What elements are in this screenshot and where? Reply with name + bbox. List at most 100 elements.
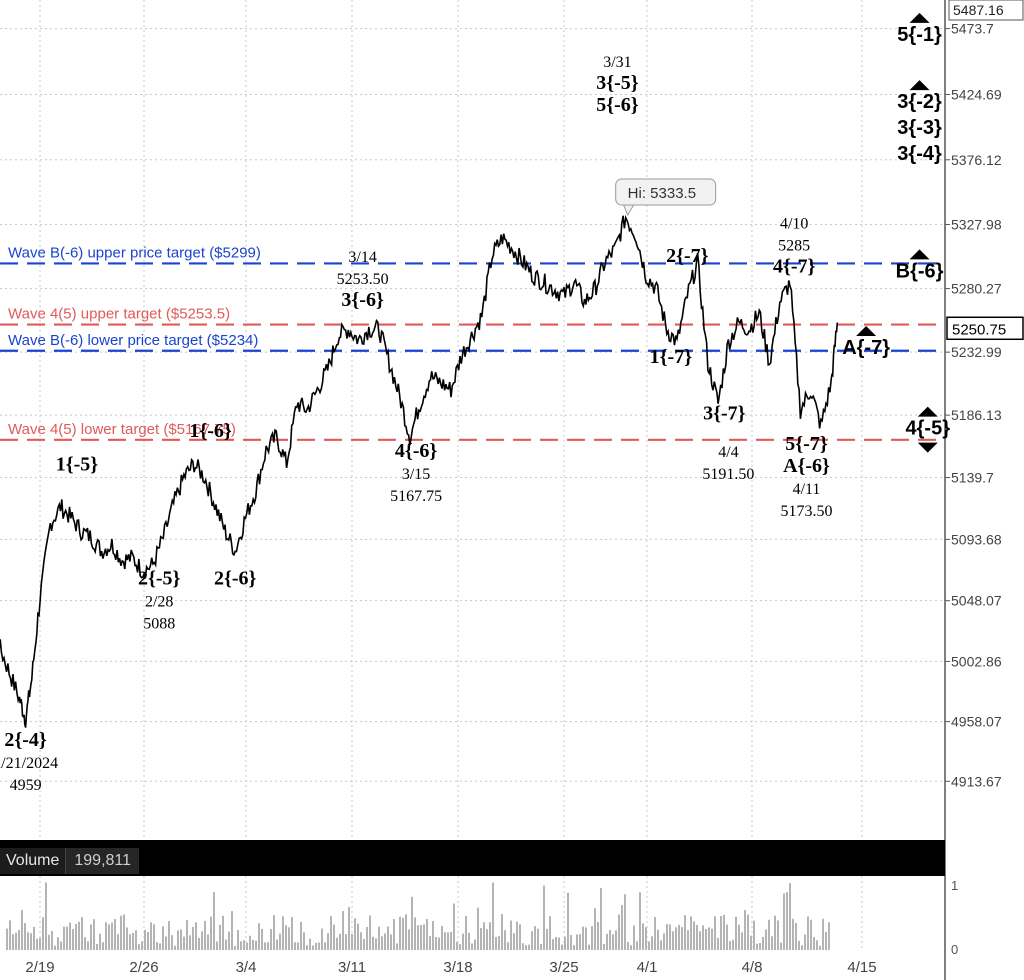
marker-5-1-label: 5{-1} xyxy=(897,24,942,46)
wave-3-6-line: 3/14 xyxy=(348,249,376,266)
volume-bar xyxy=(597,922,599,950)
time-axis[interactable] xyxy=(0,950,1024,980)
volume-bar xyxy=(315,942,317,950)
volume-panel[interactable] xyxy=(0,876,945,950)
volume-bar xyxy=(51,930,53,950)
volume-bar xyxy=(222,915,224,950)
volume-bar xyxy=(762,937,764,950)
volume-bar xyxy=(342,911,344,950)
volume-bar xyxy=(573,945,575,950)
volume-bar xyxy=(456,941,458,950)
wave-2-7: 2{-7} xyxy=(666,245,709,267)
volume-bar xyxy=(510,920,512,950)
volume-bar xyxy=(450,931,452,950)
wave-5-7-line: 5173.50 xyxy=(781,503,833,520)
volume-bar xyxy=(183,936,185,950)
volume-bar xyxy=(783,893,785,950)
volume-bar xyxy=(633,925,635,950)
volume-bar xyxy=(108,924,110,950)
volume-bar xyxy=(411,896,413,950)
volume-bar xyxy=(747,914,749,950)
x-tick-label: 4/8 xyxy=(742,959,763,976)
volume-bar xyxy=(690,916,692,950)
volume-bar xyxy=(603,943,605,950)
volume-bar xyxy=(150,922,152,950)
volume-bar xyxy=(480,928,482,950)
volume-bar xyxy=(423,924,425,950)
volume-bar xyxy=(765,929,767,950)
price-panel[interactable] xyxy=(0,0,945,840)
volume-bar xyxy=(660,940,662,950)
x-tick-label: 2/19 xyxy=(25,959,54,976)
volume-bar xyxy=(354,918,356,950)
volume-bar xyxy=(111,922,113,950)
volume-bar xyxy=(804,934,806,950)
marker-b-6: B{-6} xyxy=(896,249,944,282)
volume-bar xyxy=(705,929,707,950)
volume-bar xyxy=(123,914,125,950)
volume-bar xyxy=(66,926,68,950)
volume-bar xyxy=(102,942,104,950)
wave-5-7-line: 4/11 xyxy=(793,481,821,498)
date-4-4-line: 4/4 xyxy=(718,444,738,461)
volume-bar xyxy=(162,926,164,950)
volume-bar xyxy=(72,929,74,950)
volume-bar xyxy=(471,943,473,950)
volume-bar xyxy=(321,928,323,950)
wave-45-lower-label: Wave 4(5) lower target ($5167.75) xyxy=(8,421,236,438)
wave-3-5-line: 3/31 xyxy=(603,54,631,71)
volume-bar xyxy=(618,914,620,950)
volume-bar xyxy=(219,924,221,950)
volume-bar xyxy=(441,926,443,950)
marker-5-1-up-arrow xyxy=(909,12,930,23)
volume-bar xyxy=(210,916,212,950)
wave-2-5: 2{-5} 2/28 5088 xyxy=(138,568,181,633)
volume-bar xyxy=(294,942,296,950)
wave-5-7-line: 5{-7} xyxy=(785,433,828,455)
volume-bar xyxy=(813,937,815,950)
volume-bar xyxy=(684,915,686,950)
volume-bar xyxy=(678,924,680,950)
panel-separator xyxy=(0,840,945,876)
volume-bar xyxy=(339,933,341,950)
volume-bar xyxy=(693,921,695,950)
volume-bar xyxy=(177,930,179,950)
wave-4-7-line: 4/10 xyxy=(780,215,808,232)
volume-bar xyxy=(240,941,242,950)
price-series xyxy=(0,214,839,728)
marker-3-2-label: 3{-4} xyxy=(897,143,942,165)
volume-bar xyxy=(333,924,335,950)
volume-bar xyxy=(444,932,446,950)
y-tick-label: 5327.98 xyxy=(951,216,1002,232)
volume-bar xyxy=(528,944,530,950)
wave-4-7-line: 4{-7} xyxy=(773,255,816,277)
volume-bar xyxy=(132,932,134,950)
volume-bar xyxy=(780,942,782,950)
volume-bar xyxy=(711,928,713,950)
wave-2-6: 2{-6} xyxy=(214,568,257,590)
volume-bar xyxy=(207,934,209,950)
hi-callout-label: Hi: 5333.5 xyxy=(628,185,696,202)
volume-value: 199,811 xyxy=(66,848,140,874)
volume-bar xyxy=(567,892,569,950)
volume-bar xyxy=(786,892,788,950)
volume-bar xyxy=(180,929,182,950)
volume-bar xyxy=(87,941,89,950)
volume-bar xyxy=(267,942,269,950)
volume-bar xyxy=(285,925,287,950)
volume-bar xyxy=(564,936,566,950)
volume-bar xyxy=(12,934,14,950)
volume-bar xyxy=(720,916,722,950)
volume-bar xyxy=(507,942,509,950)
volume-bar xyxy=(624,894,626,950)
wave-b6-lower-label: Wave B(-6) lower price target ($5234) xyxy=(8,332,258,349)
volume-bar xyxy=(243,940,245,950)
volume-bar xyxy=(171,935,173,950)
wave-2-4: 2{-4} 2/21/2024 4959 xyxy=(0,729,58,794)
volume-bar xyxy=(324,942,326,950)
volume-bar xyxy=(828,922,830,950)
volume-bar xyxy=(645,927,647,950)
price-axis[interactable] xyxy=(945,0,1024,980)
